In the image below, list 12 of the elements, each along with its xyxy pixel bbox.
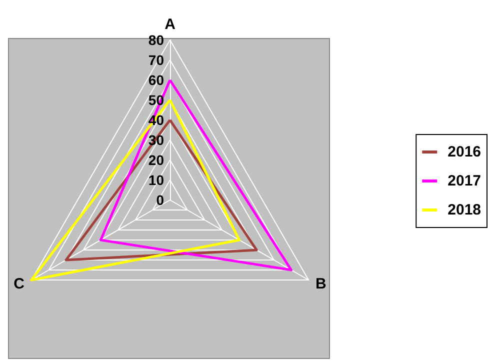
legend-label: 2016 bbox=[448, 144, 482, 160]
spoke-label: C bbox=[14, 276, 25, 292]
spoke-label: B bbox=[315, 276, 326, 292]
y-tick-label: 60 bbox=[148, 72, 164, 88]
legend-label: 2018 bbox=[448, 202, 482, 218]
y-tick-label: 20 bbox=[148, 152, 164, 168]
legend-label: 2017 bbox=[448, 172, 482, 190]
y-tick-label: 80 bbox=[148, 32, 164, 48]
y-tick-label: 70 bbox=[148, 52, 164, 68]
y-tick-label: 0 bbox=[156, 192, 164, 208]
y-tick-label: 10 bbox=[148, 172, 164, 188]
spoke-label: A bbox=[164, 16, 176, 33]
